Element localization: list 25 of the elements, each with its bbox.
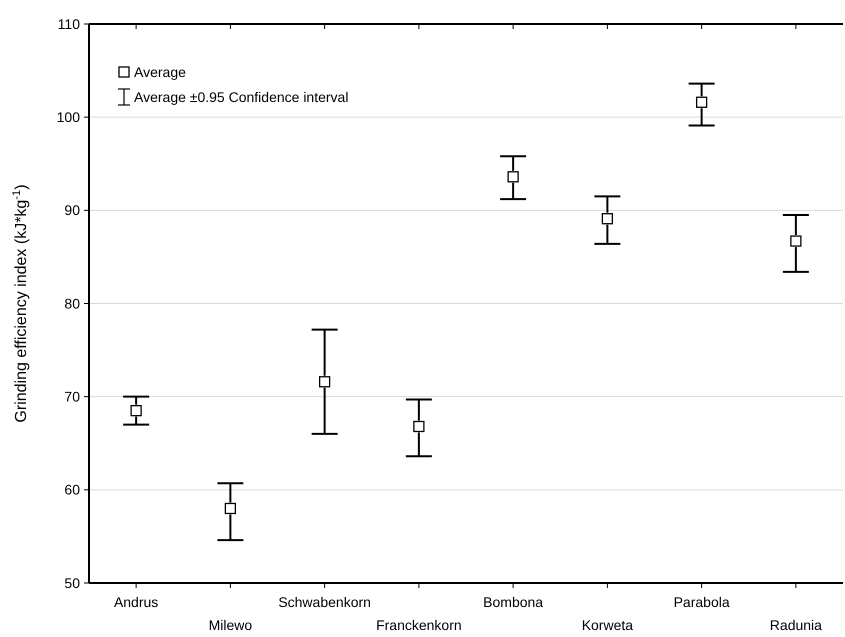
- point: [413, 420, 425, 432]
- point: [790, 235, 802, 247]
- y-tick-label: 80: [64, 295, 80, 312]
- point: [224, 502, 236, 514]
- point: [507, 171, 519, 182]
- point: [318, 376, 330, 388]
- y-tick-label: 50: [64, 574, 80, 591]
- x-tick-label: Parabola: [674, 594, 730, 610]
- legend-label: Average: [134, 64, 186, 80]
- annotation: Average ±0.95 Confidence interval: [134, 88, 348, 105]
- y-tick-label: 110: [58, 16, 80, 32]
- x-tick-label: Radunia: [770, 617, 822, 633]
- y-tick-label: 100: [56, 109, 80, 126]
- x-tick-label: Bombona: [483, 594, 544, 610]
- y-tick-label: 70: [64, 388, 80, 405]
- x-tick-label: Franckenkorn: [376, 617, 462, 633]
- point: [696, 96, 708, 108]
- x-tick-label: Milewo: [208, 617, 252, 633]
- x-tick-label: Schwabenkorn: [278, 594, 371, 610]
- x-tick-label: Andrus: [114, 594, 158, 610]
- x-tick-label: Korweta: [582, 617, 634, 633]
- point: [602, 213, 614, 224]
- y-tick-label: 60: [64, 482, 80, 498]
- point: [130, 404, 142, 416]
- y-tick-label: 90: [64, 202, 80, 218]
